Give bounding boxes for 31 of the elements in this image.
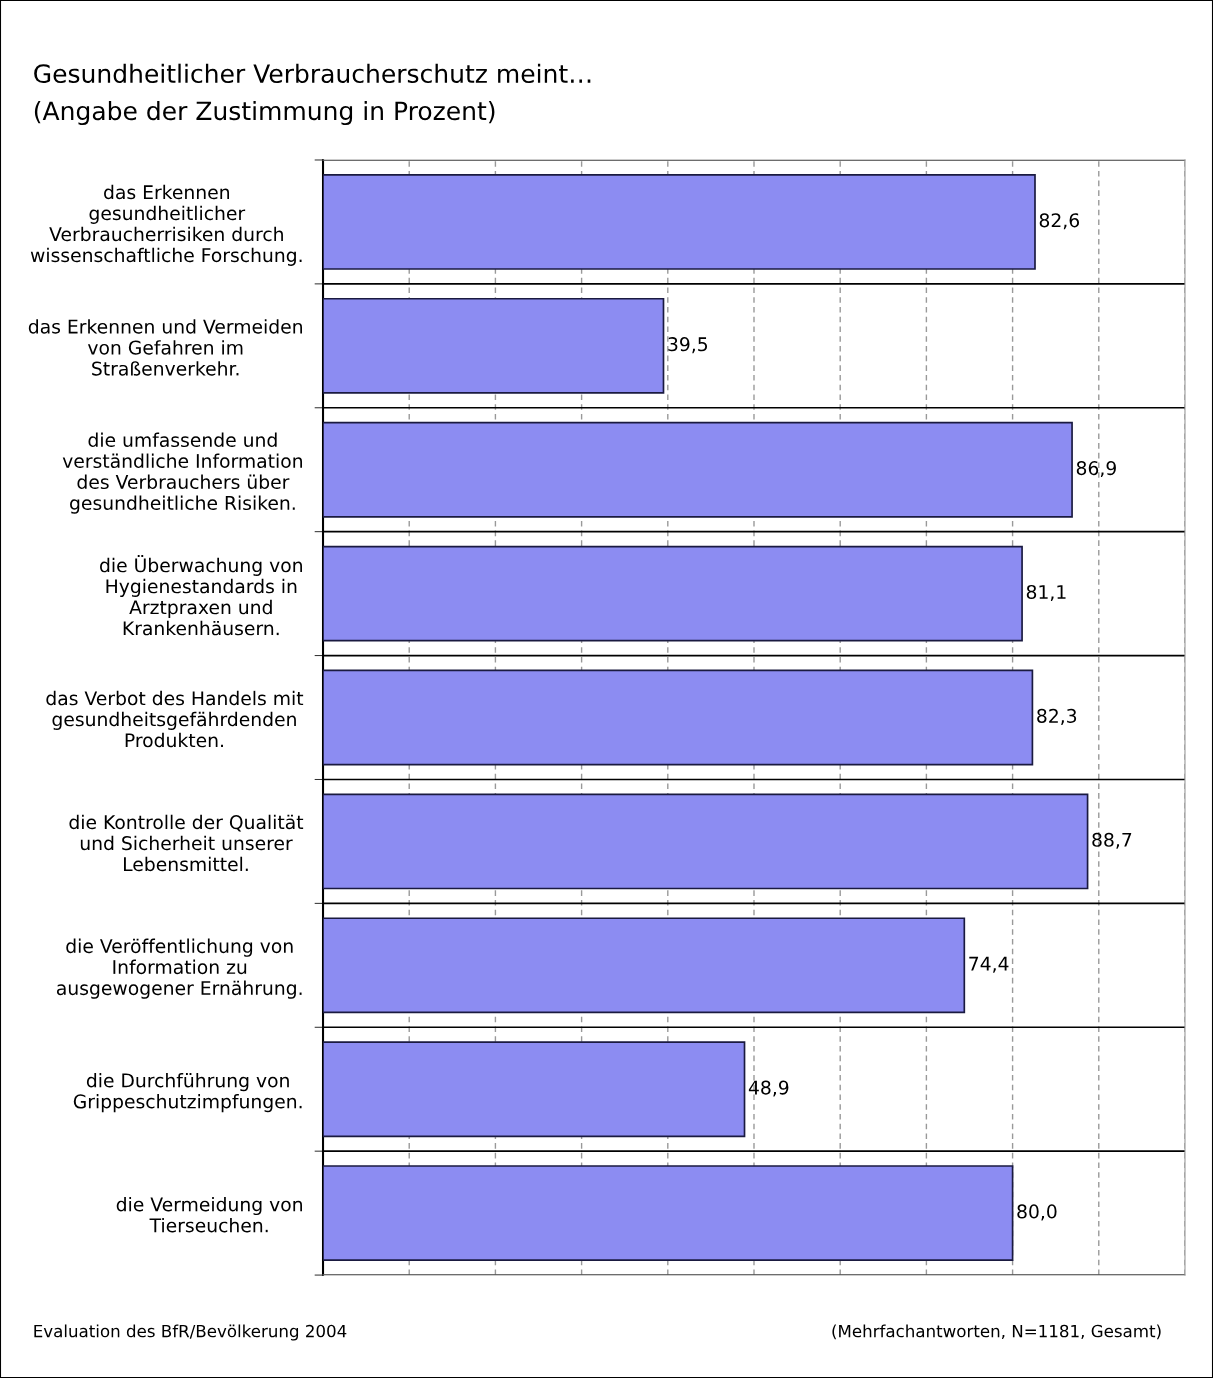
bar — [323, 421, 1073, 518]
y-tick-label: die Veröffentlichung von Information zu ausgewogener Ernährung. — [56, 938, 302, 999]
bar — [323, 1165, 1014, 1262]
y-tick-label: die Vermeidung von Tierseuchen. — [116, 1196, 302, 1233]
bar — [323, 1041, 746, 1138]
bar — [323, 545, 1023, 642]
y-tick-label: die Überwachung von Hygienestandards in Arztpraxen und Krankenhäusern. — [100, 555, 302, 636]
chart-title: Gesundheitlicher Verbraucherschutz meint… — [34, 63, 591, 84]
bar — [323, 297, 665, 394]
data-label: 39,5 — [668, 337, 708, 354]
y-tick-label: das Erkennen gesundheitlicher Verbraucherrisiken durch wissenschaftliche Forschung. — [30, 184, 302, 266]
text: Evaluation des BfR/Bevölkerung 2004 — [34, 1324, 347, 1341]
text: (Mehrfachantworten, N=1181, Gesamt) — [832, 1324, 1161, 1340]
bar — [323, 917, 966, 1014]
data-label: 80,0 — [1017, 1204, 1057, 1221]
y-tick-label: das Erkennen und Vermeiden von Gefahren im Straßenverkehr. — [28, 319, 302, 376]
bar — [323, 669, 1034, 766]
data-label: 86,9 — [1076, 460, 1116, 478]
data-label: 82,6 — [1039, 213, 1080, 230]
data-label: 82,3 — [1037, 708, 1077, 725]
data-label: 88,7 — [1092, 832, 1132, 849]
bar — [323, 793, 1089, 890]
y-tick-label: die umfassende und verständliche Information des Verbrauchers über gesundheitliche Risiken. — [62, 432, 302, 514]
bar — [323, 174, 1036, 270]
chart-subtitle: (Angabe der Zustimmung in Prozent) — [34, 100, 495, 126]
y-tick-label: die Durchführung von Grippeschutzimpfungen. — [73, 1073, 302, 1113]
data-label: 81,1 — [1026, 584, 1066, 601]
data-label: 48,9 — [748, 1080, 789, 1097]
y-tick-label: das Verbot des Handels mit gesundheitsgefährdenden Produkten. — [46, 690, 304, 748]
y-tick-label: die Kontrolle der Qualität und Sicherheit unserer Lebensmittel. — [69, 814, 304, 872]
data-label: 74,4 — [969, 956, 1009, 973]
